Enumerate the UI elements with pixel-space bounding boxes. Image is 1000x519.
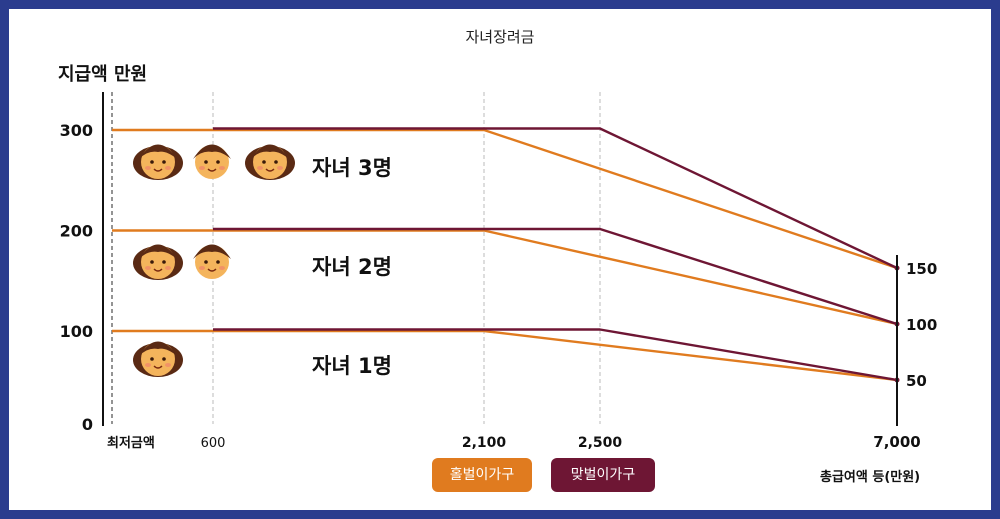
series-line-dual <box>213 328 898 382</box>
child-face-icon <box>245 144 295 180</box>
series-line-dual <box>213 227 898 326</box>
series-line-single <box>112 128 898 270</box>
group-label: 자녀 3명 <box>312 156 392 180</box>
y-tick-label: 0 <box>82 415 93 434</box>
child-face-icon <box>133 144 183 180</box>
y-axis-label: 지급액 만원 <box>58 64 148 85</box>
series-line-single <box>112 329 898 382</box>
y-tick-label: 300 <box>60 121 93 140</box>
series-line-dual <box>213 127 898 270</box>
x-axis-label: 총급여액 등(만원) <box>820 470 921 485</box>
legend-dual-income: 맞벌이가구 <box>551 458 655 492</box>
x-tick-label: 2,100 <box>462 435 507 451</box>
x-tick-label: 최저금액 <box>107 436 155 451</box>
x-tick-label: 2,500 <box>578 435 623 451</box>
group-label: 자녀 1명 <box>312 354 392 378</box>
child-face-icon <box>193 244 231 279</box>
child-face-icon <box>193 144 231 179</box>
chart-title: 자녀장려금 <box>465 28 535 46</box>
x-tick-label: 600 <box>201 436 226 451</box>
legend-single-income: 홀벌이가구 <box>432 458 532 492</box>
y-tick-label: 200 <box>60 222 93 241</box>
y-tick-label: 100 <box>60 322 93 341</box>
right-tick-label: 50 <box>906 372 927 390</box>
right-tick-label: 150 <box>906 260 937 278</box>
group-label: 자녀 2명 <box>312 255 392 279</box>
child-face-icon <box>133 244 183 280</box>
series-line-single <box>112 229 898 326</box>
child-face-icon <box>133 341 183 377</box>
right-tick-label: 100 <box>906 316 937 334</box>
x-tick-label: 7,000 <box>873 433 920 451</box>
